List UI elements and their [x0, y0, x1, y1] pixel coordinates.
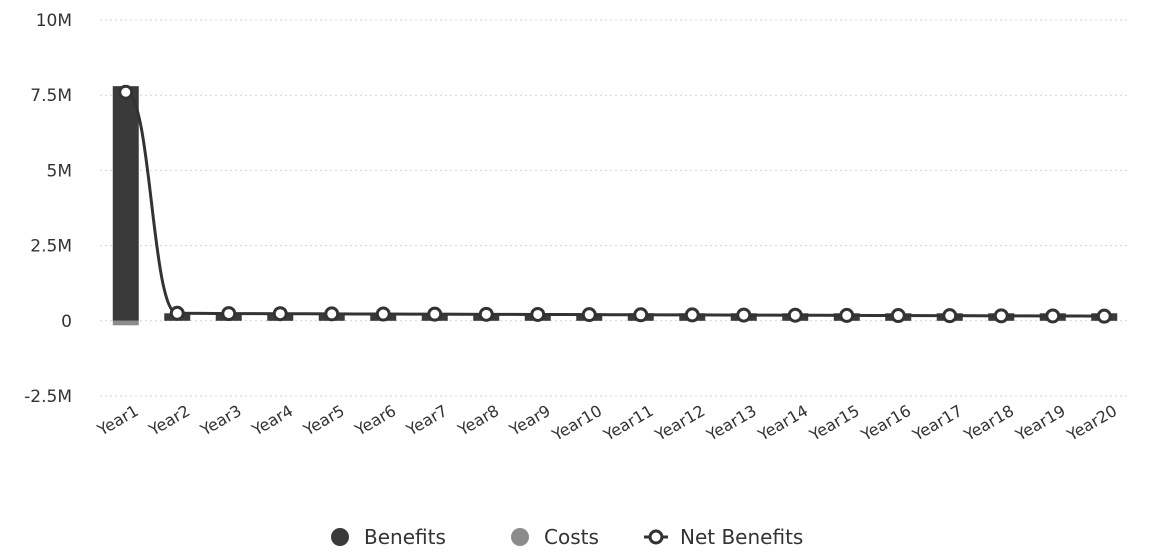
x-tick-label: Year17: [908, 401, 965, 445]
y-tick-label: 7.5M: [30, 86, 72, 106]
net-benefits-point[interactable]: [427, 306, 443, 322]
net-benefits-point[interactable]: [169, 305, 185, 321]
y-tick-label: 0: [61, 312, 72, 332]
legend-label: Costs: [544, 525, 599, 548]
x-tick-label: Year7: [402, 401, 451, 440]
y-tick-label: 5M: [47, 161, 72, 181]
x-tick-label: Year13: [702, 401, 759, 445]
net-benefits-point[interactable]: [736, 307, 752, 323]
legend-item[interactable]: Benefits: [331, 525, 446, 549]
x-tick-label: Year2: [145, 401, 194, 440]
x-tick-label: Year4: [248, 401, 297, 440]
net-benefits-point[interactable]: [221, 306, 237, 322]
x-axis: Year1 Year2 Year3 Year4 Year5 Year6 Year7 Year8…: [93, 401, 1120, 445]
net-benefits-legend-icon: [648, 529, 664, 545]
net-benefits-point[interactable]: [375, 306, 391, 322]
net-benefits-point[interactable]: [118, 84, 134, 100]
x-tick-label: Year9: [505, 401, 554, 440]
net-benefits-line: [118, 84, 1112, 324]
x-tick-label: Year1: [93, 401, 142, 440]
net-benefits-point[interactable]: [942, 308, 958, 324]
net-benefits-line-path: [125, 90, 1105, 318]
net-benefits-point[interactable]: [1096, 308, 1112, 324]
x-tick-label: Year12: [651, 401, 708, 445]
x-tick-label: Year8: [454, 401, 503, 440]
x-tick-label: Year11: [599, 401, 656, 445]
x-tick-label: Year14: [754, 401, 811, 445]
x-tick-label: Year16: [857, 401, 914, 445]
net-benefits-point[interactable]: [993, 308, 1009, 324]
y-tick-label: 10M: [36, 11, 72, 31]
legend-label: Benefits: [364, 525, 446, 548]
net-benefits-point[interactable]: [787, 307, 803, 323]
costs-bar[interactable]: [112, 320, 139, 326]
net-benefits-point[interactable]: [324, 306, 340, 322]
benefits-legend-icon: [331, 528, 349, 546]
legend-item[interactable]: Costs: [511, 525, 599, 549]
x-tick-label: Year19: [1011, 401, 1068, 445]
net-benefits-point[interactable]: [530, 306, 546, 322]
x-tick-label: Year3: [196, 401, 245, 440]
net-benefits-point[interactable]: [581, 307, 597, 323]
net-benefits-point[interactable]: [890, 308, 906, 324]
bars: [112, 86, 1118, 326]
legend-item[interactable]: Net Benefits: [644, 525, 803, 549]
x-tick-label: Year18: [960, 401, 1017, 445]
x-tick-label: Year6: [351, 401, 400, 440]
benefits-bar[interactable]: [112, 86, 139, 321]
costs-legend-icon: [511, 528, 529, 546]
net-benefits-point[interactable]: [839, 307, 855, 323]
net-benefits-point[interactable]: [1045, 308, 1061, 324]
x-tick-label: Year20: [1063, 401, 1120, 445]
y-tick-label: 2.5M: [30, 237, 72, 257]
legend: Benefits Costs Net Benefits: [331, 525, 803, 549]
x-tick-label: Year10: [548, 401, 605, 445]
grid-layer: [100, 19, 1130, 397]
net-benefits-point[interactable]: [272, 306, 288, 322]
net-benefits-point[interactable]: [684, 307, 700, 323]
net-benefits-point[interactable]: [478, 306, 494, 322]
y-axis: 10M 7.5M 5M 2.5M 0 -2.5M: [24, 11, 72, 407]
net-benefits-point[interactable]: [633, 307, 649, 323]
y-tick-label: -2.5M: [24, 387, 72, 407]
x-tick-label: Year15: [805, 401, 862, 445]
x-tick-label: Year5: [299, 401, 348, 440]
legend-label: Net Benefits: [680, 525, 803, 548]
